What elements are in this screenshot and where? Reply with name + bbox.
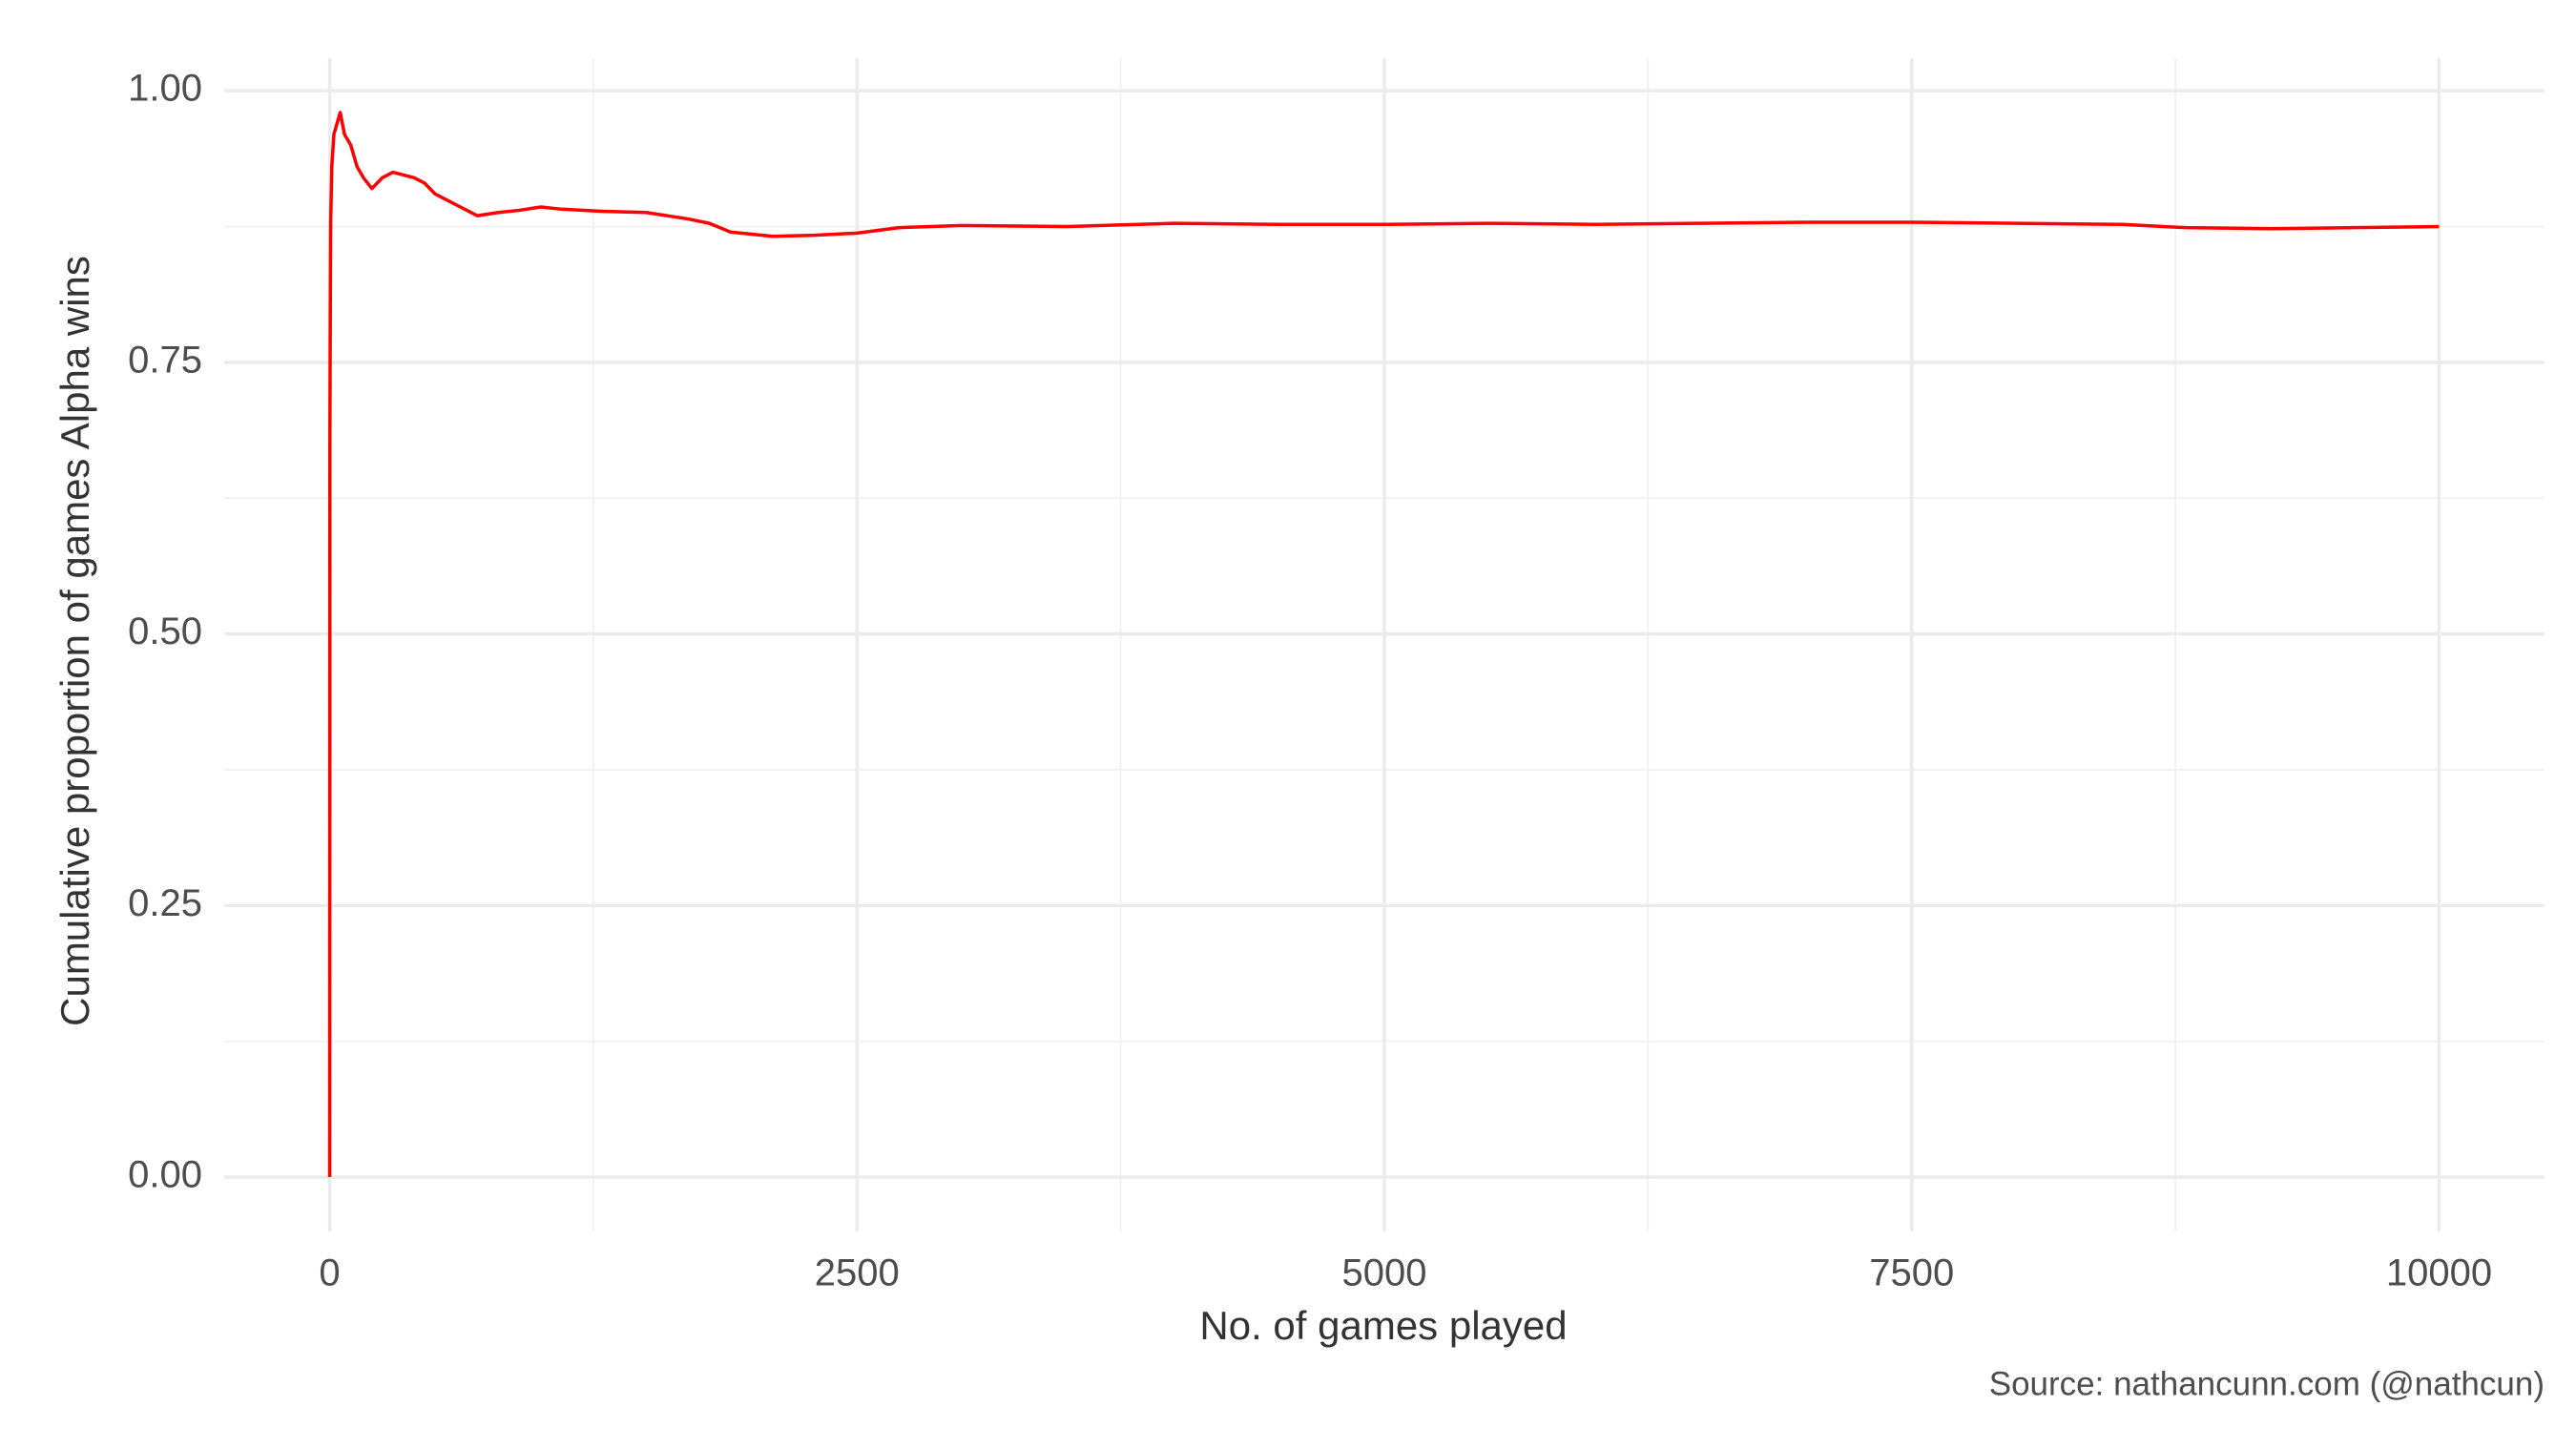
x-tick-label: 7500 <box>1869 1252 1954 1294</box>
y-tick-label: 0.50 <box>128 610 202 652</box>
x-tick-label: 0 <box>319 1252 340 1294</box>
x-tick-label: 5000 <box>1342 1252 1427 1294</box>
x-axis-title: No. of games played <box>1199 1303 1567 1348</box>
caption: Source: nathancunn.com (@nathcun) <box>1989 1365 2545 1402</box>
x-tick-label: 2500 <box>815 1252 900 1294</box>
data-line <box>327 111 2440 1178</box>
y-tick-label: 1.00 <box>128 68 202 110</box>
y-axis-title: Cumulative proportion of games Alpha win… <box>52 256 97 1026</box>
y-tick-label: 0.75 <box>128 339 202 381</box>
x-tick-label: 10000 <box>2386 1252 2492 1294</box>
y-tick-label: 0.00 <box>128 1154 202 1196</box>
y-tick-label: 0.25 <box>128 882 202 924</box>
